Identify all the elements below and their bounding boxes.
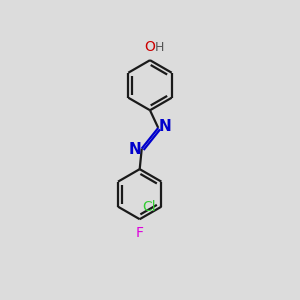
Text: O: O: [145, 40, 155, 54]
Text: N: N: [129, 142, 142, 157]
Text: N: N: [158, 119, 171, 134]
Text: F: F: [136, 226, 144, 240]
Text: Cl: Cl: [142, 200, 156, 214]
Text: H: H: [155, 41, 164, 54]
